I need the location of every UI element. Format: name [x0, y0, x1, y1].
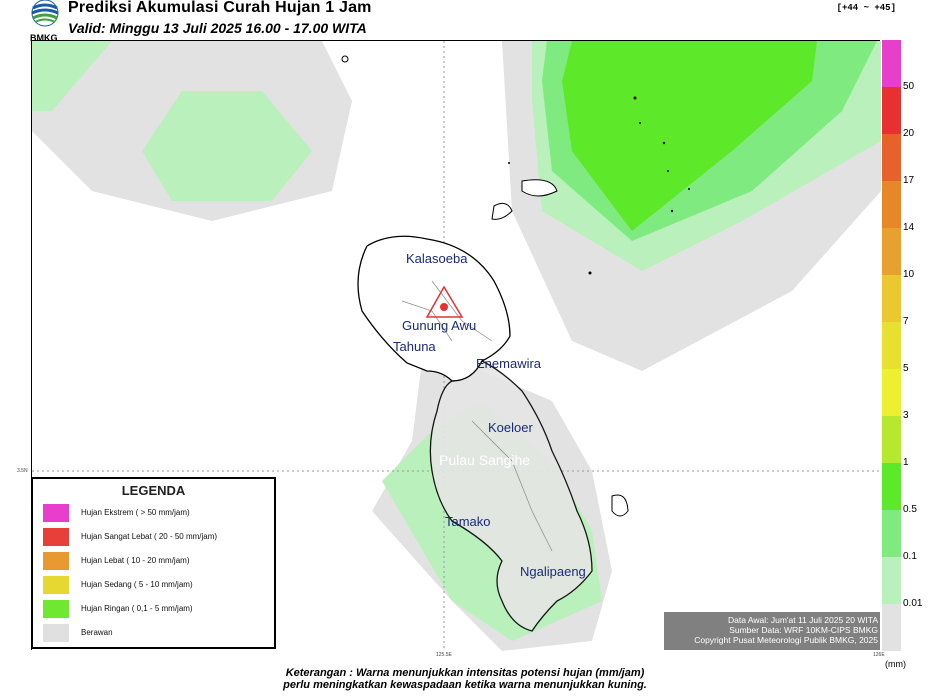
legend-label: Hujan Lebat ( 10 - 20 mm/jam) — [81, 556, 190, 565]
source-info: Data Awal: Jum'at 11 Juli 2025 20 WITA S… — [664, 612, 880, 650]
colorbar-label: 14 — [903, 222, 915, 233]
label-tamako: Tamako — [445, 514, 491, 529]
colorbar-label: 1 — [903, 457, 909, 468]
source-line-1: Data Awal: Jum'at 11 Juli 2025 20 WITA — [728, 615, 878, 625]
legend-label: Hujan Sangat Lebat ( 20 - 50 mm/jam) — [81, 532, 218, 541]
header: BMKG Prediksi Akumulasi Curah Hujan 1 Ja… — [0, 0, 930, 43]
light-rain-area-nw — [142, 91, 312, 201]
lat-tick: 3.5N — [17, 468, 28, 474]
colorbar-label: 17 — [903, 175, 915, 186]
colorbar-label: 50 — [903, 81, 915, 92]
source-line-2: Sumber Data: WRF 10KM-CIPS BMKG — [729, 625, 878, 635]
volcano-dot-icon — [440, 303, 448, 311]
legend-box: LEGENDA Hujan Ekstrem ( > 50 mm/jam) Huj… — [31, 477, 276, 649]
colorbar — [882, 40, 901, 651]
label-enemawira: Enemawira — [476, 356, 542, 371]
volcano-triangle-icon — [425, 285, 464, 318]
forecast-range-tag: [+44 ~ +45] — [836, 3, 896, 13]
page-title: Prediksi Akumulasi Curah Hujan 1 Jam — [68, 0, 372, 16]
colorbar-label: 5 — [903, 363, 909, 374]
colorbar-label: 0.01 — [903, 598, 923, 609]
legend-swatch — [43, 528, 69, 546]
legend-swatch — [43, 576, 69, 594]
colorbar-label: 7 — [903, 316, 909, 327]
rain-area-ne-core — [562, 41, 817, 231]
label-gunung-awu: Gunung Awu — [402, 318, 476, 333]
label-tahuna: Tahuna — [393, 339, 436, 354]
island-south — [429, 360, 593, 632]
valid-time: Valid: Minggu 13 Juli 2025 16.00 - 17.00… — [68, 20, 367, 36]
colorbar-label: 3 — [903, 410, 909, 421]
legend-swatch — [43, 624, 69, 642]
footer-note-line-2: perlu meningkatkan kewaspadaan ketika wa… — [283, 679, 647, 691]
logo-text: BMKG — [30, 33, 58, 42]
label-pulau-sangihe: Pulau Sangihe — [439, 452, 530, 468]
label-kalasoeba: Kalasoeba — [406, 251, 468, 266]
colorbar-unit: (mm) — [885, 659, 906, 669]
legend-swatch — [43, 504, 69, 522]
source-line-3: Copyright Pusat Meteorologi Publik BMKG,… — [694, 635, 878, 645]
legend-label: Hujan Ringan ( 0,1 - 5 mm/jam) — [81, 604, 193, 613]
light-rain-area-nw-corner — [32, 41, 112, 111]
legend-title: LEGENDA — [121, 483, 186, 498]
label-koeloer: Koeloer — [488, 420, 533, 435]
legend-swatch — [43, 552, 69, 570]
colorbar-label: 0.1 — [903, 551, 917, 562]
legend-label: Berawan — [81, 628, 113, 637]
label-ngalipaeng: Ngalipaeng — [520, 564, 586, 579]
colorbar-label: 20 — [903, 128, 915, 139]
legend-label: Hujan Ekstrem ( > 50 mm/jam) — [81, 508, 190, 517]
legend-label: Hujan Sedang ( 5 - 10 mm/jam) — [81, 580, 193, 589]
legend-swatch — [43, 600, 69, 618]
lon-tick-2: 126E — [873, 652, 885, 658]
footer-note-line-1: Keterangan : Warna menunjukkan intensita… — [285, 667, 645, 679]
lon-tick-1: 125.5E — [436, 652, 452, 658]
colorbar-label: 10 — [903, 269, 915, 280]
bmkg-logo: BMKG — [28, 0, 66, 43]
colorbar-label: 0.5 — [903, 504, 917, 515]
